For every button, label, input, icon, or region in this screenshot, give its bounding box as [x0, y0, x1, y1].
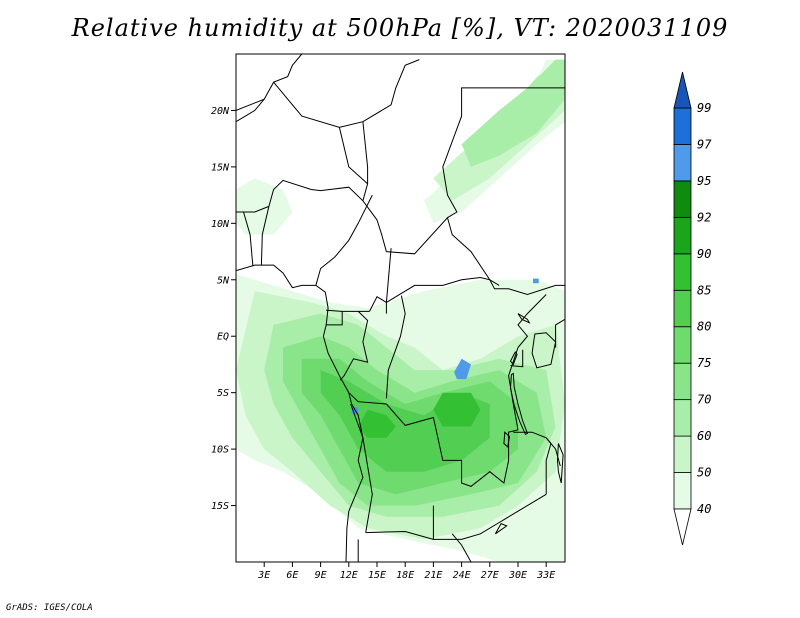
x-tick-label: 27E	[481, 570, 499, 581]
colorbar-segment	[673, 435, 692, 473]
colorbar-segment	[673, 326, 692, 364]
border-line	[326, 309, 370, 312]
lake-outline	[509, 351, 518, 366]
x-tick-label: 18E	[396, 570, 414, 581]
border-line	[517, 294, 547, 348]
border-line	[451, 533, 472, 562]
border-line	[447, 217, 500, 286]
border-line	[385, 295, 406, 399]
y-tick-label: 20N	[211, 106, 230, 117]
colorbar-label: 97	[697, 137, 712, 151]
colorbar-segment	[673, 289, 692, 328]
lakes	[494, 313, 564, 535]
border-line	[513, 431, 561, 467]
country-borders	[236, 54, 565, 562]
border-line	[348, 392, 462, 461]
colorbar-segment	[673, 144, 692, 182]
y-tick-label: 15N	[211, 162, 230, 173]
border-line	[236, 205, 270, 213]
x-tick-label: 9E	[315, 570, 327, 581]
border-line	[315, 194, 373, 286]
x-tick-label: 30E	[508, 570, 527, 581]
x-tick-label: 24E	[453, 570, 471, 581]
colorbar-segment	[673, 216, 692, 255]
colorbar-label: 90	[697, 247, 711, 261]
colorbar-max-arrow	[673, 71, 692, 109]
colorbar-segment	[673, 253, 692, 291]
colorbar-min-arrow	[673, 508, 692, 546]
colorbar-segment	[673, 362, 692, 401]
y-tick-label: 5S	[217, 388, 229, 399]
x-tick-label: 15E	[368, 570, 386, 581]
border-line	[385, 248, 392, 314]
y-tick-label: EQ	[217, 332, 229, 343]
humidity-area	[358, 409, 396, 438]
border-line	[365, 530, 434, 540]
coastline	[236, 264, 364, 562]
y-tick-label: 10S	[211, 445, 229, 456]
page-title: Relative humidity at 500hPa [%], VT: 202…	[71, 14, 729, 42]
colorbar-label: 92	[697, 210, 711, 224]
border-line	[362, 87, 471, 255]
border-line	[236, 54, 303, 111]
colorbar-segment	[673, 180, 692, 218]
colorbar-label: 80	[697, 320, 711, 334]
x-tick-label: 12E	[340, 570, 358, 581]
x-tick-label: 3E	[257, 570, 270, 581]
colorbar-segment	[673, 472, 692, 510]
humidity-area	[454, 358, 471, 380]
colorbar-segment	[673, 107, 692, 145]
colorbar: 40 50 60 70 75 80 85 90 92 95 97 99	[673, 71, 712, 546]
border-line	[350, 403, 373, 533]
y-tick-label: 10N	[211, 219, 230, 230]
lake-outline	[509, 372, 529, 436]
border-line	[268, 179, 364, 207]
y-tick-label: 15S	[211, 501, 229, 512]
border-line	[236, 98, 265, 123]
border-line	[339, 311, 369, 381]
border-line	[273, 59, 420, 128]
humidity-area	[461, 59, 565, 167]
colorbar-label: 85	[697, 283, 711, 297]
colorbar-label: 99	[697, 101, 711, 115]
y-tick-label: 5N	[217, 275, 230, 286]
border-line	[555, 318, 565, 348]
humidity-field	[236, 59, 565, 562]
lake-outline	[517, 313, 531, 324]
map-frame	[235, 53, 566, 563]
x-tick-label: 21E	[424, 570, 442, 581]
colorbar-label: 60	[697, 429, 711, 443]
coastline-line	[236, 264, 364, 562]
lake-outline	[531, 332, 557, 369]
border-line	[338, 127, 368, 185]
colorbar-label: 95	[697, 174, 711, 188]
border-line	[326, 311, 343, 326]
border-line	[510, 349, 524, 368]
map-axes: 3E 6E 9E 12E 15E 18E 21E 24E 27E 30E 33E 20N 15N 10N 5…	[211, 106, 555, 581]
colorbar-label: 50	[697, 466, 711, 480]
humidity-area	[533, 278, 539, 284]
colorbar-label: 40	[697, 502, 711, 516]
lake-outline	[494, 522, 508, 535]
border-line	[243, 211, 254, 267]
x-tick-label: 6E	[286, 570, 298, 581]
colorbar-segment	[673, 399, 692, 437]
colorbar-label: 75	[697, 356, 711, 370]
colorbar-label: 70	[697, 393, 711, 407]
lake-outline	[503, 431, 511, 448]
lake-outline	[556, 443, 564, 484]
humidity-area	[433, 392, 481, 427]
humidity-area	[236, 178, 293, 235]
humidity-area	[320, 370, 490, 472]
border-line	[260, 206, 270, 266]
x-tick-label: 33E	[536, 570, 555, 581]
footer-credit: GrADS: IGES/COLA	[6, 603, 93, 613]
